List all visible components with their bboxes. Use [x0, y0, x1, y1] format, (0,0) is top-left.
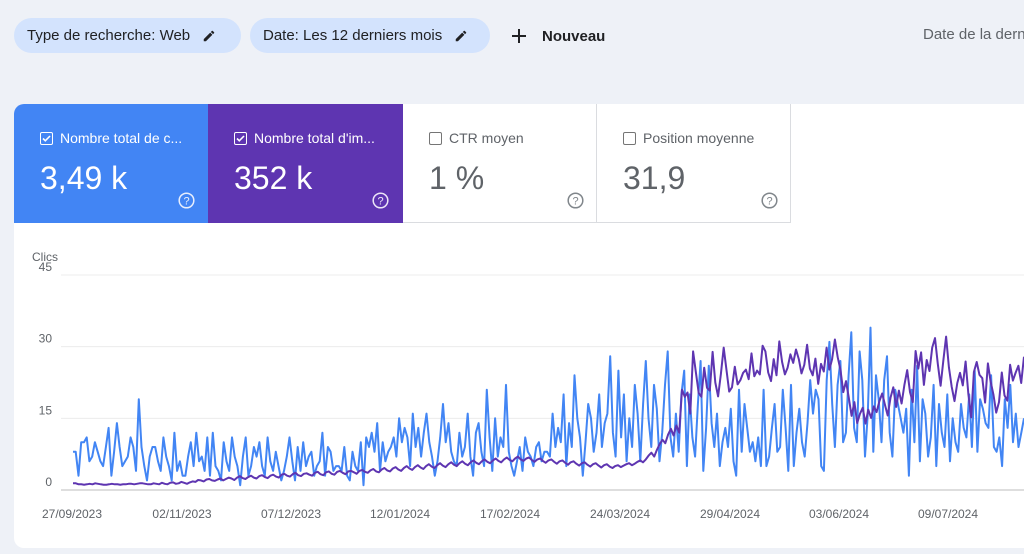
plus-icon — [510, 27, 528, 45]
impressions-series-line — [73, 335, 1024, 486]
metric-value: 31,9 — [623, 160, 686, 196]
date-filter-chip[interactable]: Date: Les 12 derniers mois — [250, 18, 490, 53]
svg-text:?: ? — [572, 195, 578, 207]
checkbox-checked-icon[interactable] — [234, 132, 247, 145]
x-tick-label: 27/09/2023 — [42, 507, 102, 521]
checkbox-unchecked-icon[interactable] — [429, 132, 442, 145]
help-icon[interactable]: ? — [761, 192, 778, 209]
edit-pencil-icon[interactable] — [202, 29, 216, 43]
checkbox-checked-icon[interactable] — [40, 132, 53, 145]
last-update-date: Date de la dern — [923, 26, 1024, 43]
new-filter-button[interactable]: Nouveau — [510, 22, 605, 50]
svg-text:?: ? — [377, 195, 383, 207]
checkbox-unchecked-icon[interactable] — [623, 132, 636, 145]
svg-text:?: ? — [766, 195, 772, 207]
metric-label: Nombre total de c... — [60, 130, 183, 146]
metric-card-total-clicks[interactable]: Nombre total de c... 3,49 k ? — [14, 104, 208, 223]
metric-label: CTR moyen — [449, 130, 524, 146]
help-icon[interactable]: ? — [372, 192, 389, 209]
y-tick-label: 30 — [39, 332, 53, 346]
metric-value: 3,49 k — [40, 160, 128, 196]
metric-label: Nombre total d'im... — [254, 130, 375, 146]
search-type-filter-label: Type de recherche: Web — [27, 27, 191, 44]
metric-value: 1 % — [429, 160, 485, 196]
metric-card-average-position[interactable]: Position moyenne 31,9 ? — [597, 104, 791, 223]
metric-card-total-impressions[interactable]: Nombre total d'im... 352 k ? — [208, 104, 403, 223]
search-type-filter-chip[interactable]: Type de recherche: Web — [14, 18, 241, 53]
date-filter-label: Date: Les 12 derniers mois — [263, 27, 443, 44]
y-axis-label: Clics — [32, 250, 58, 264]
metric-label: Position moyenne — [643, 130, 755, 146]
x-tick-label: 17/02/2024 — [480, 507, 540, 521]
x-tick-label: 29/04/2024 — [700, 507, 760, 521]
new-filter-label: Nouveau — [542, 27, 606, 45]
x-tick-label: 03/06/2024 — [809, 507, 869, 521]
x-tick-label: 07/12/2023 — [261, 507, 321, 521]
help-icon[interactable]: ? — [567, 192, 584, 209]
y-tick-label: 15 — [39, 403, 53, 417]
edit-pencil-icon[interactable] — [454, 29, 468, 43]
x-tick-label: 02/11/2023 — [152, 507, 211, 521]
help-icon[interactable]: ? — [178, 192, 195, 209]
metric-card-average-ctr[interactable]: CTR moyen 1 % ? — [403, 104, 597, 223]
x-tick-label: 12/01/2024 — [370, 507, 430, 521]
metric-value: 352 k — [234, 160, 313, 196]
y-tick-label: 0 — [45, 475, 52, 489]
svg-text:?: ? — [183, 195, 189, 207]
y-tick-label: 45 — [39, 260, 53, 274]
clicks-series-line — [73, 326, 1024, 487]
performance-panel: Nombre total de c... 3,49 k ? Nombre tot… — [14, 104, 1024, 548]
x-tick-label: 24/03/2024 — [590, 507, 650, 521]
x-tick-label: 09/07/2024 — [918, 507, 978, 521]
performance-line-chart[interactable]: Clics 0 15 30 45 27/09/2023 02/11/2023 07/12/20… — [14, 223, 1024, 543]
